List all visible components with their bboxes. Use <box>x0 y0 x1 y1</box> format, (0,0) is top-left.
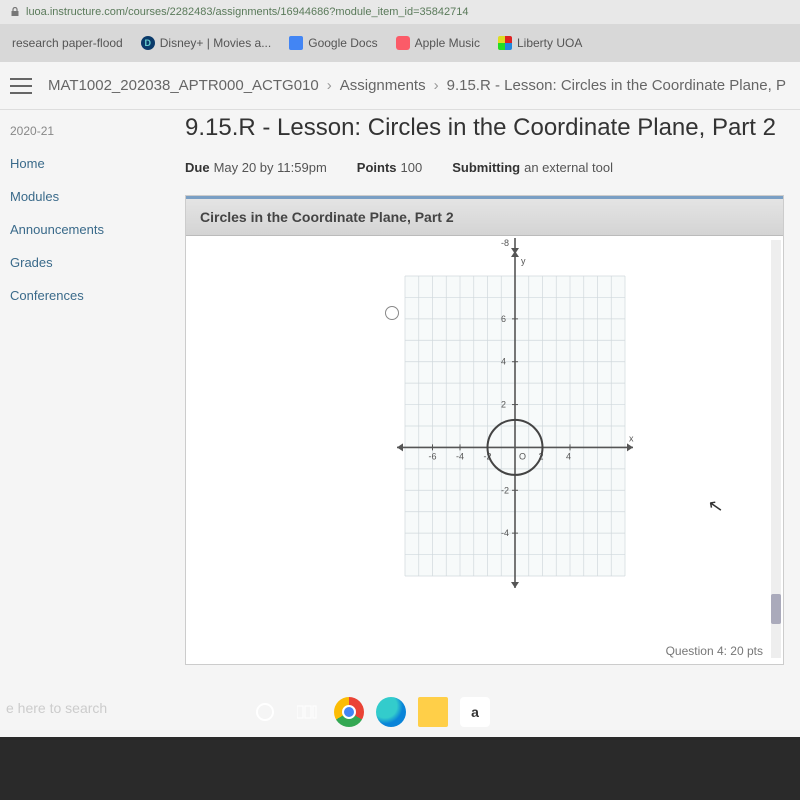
sidebar-item-conferences[interactable]: Conferences <box>10 288 135 303</box>
svg-text:2: 2 <box>501 400 506 410</box>
taskview-icon[interactable] <box>292 697 322 727</box>
chevron-right-icon: › <box>434 77 439 94</box>
lesson-header: Circles in the Coordinate Plane, Part 2 <box>186 196 783 236</box>
course-sidebar: 2020-21 Home Modules Announcements Grade… <box>0 110 145 737</box>
bookmark-liberty[interactable]: Liberty UOA <box>498 36 582 50</box>
page-content: MAT1002_202038_APTR000_ACTG010 › Assignm… <box>0 62 800 737</box>
svg-text:-4: -4 <box>456 451 464 461</box>
sidebar-item-home[interactable]: Home <box>10 156 135 171</box>
page-title: 9.15.R - Lesson: Circles in the Coordina… <box>185 114 800 142</box>
bc-course[interactable]: MAT1002_202038_APTR000_ACTG010 <box>48 77 319 94</box>
coordinate-graph: -8-6-4-224-4-2246Oxy <box>315 236 655 616</box>
cursor-icon: ↖ <box>706 495 725 518</box>
disney-icon: D <box>141 36 155 50</box>
bookmark-gdocs[interactable]: Google Docs <box>289 36 377 50</box>
edge-icon[interactable] <box>376 697 406 727</box>
term-label: 2020-21 <box>10 124 135 138</box>
submitting-block: Submittingan external tool <box>452 160 613 175</box>
bookmarks-bar: research paper-flood DDisney+ | Movies a… <box>0 24 800 62</box>
main-column: 9.15.R - Lesson: Circles in the Coordina… <box>145 110 800 737</box>
lesson-frame: Circles in the Coordinate Plane, Part 2 … <box>185 195 784 665</box>
taskbar: a <box>250 692 490 732</box>
assignment-meta: DueMay 20 by 11:59pm Points100 Submittin… <box>185 160 800 175</box>
sidebar-item-modules[interactable]: Modules <box>10 189 135 204</box>
applemusic-icon <box>396 36 410 50</box>
browser-chrome: luoa.instructure.com/courses/2282483/ass… <box>0 0 800 62</box>
bookmark-disney[interactable]: DDisney+ | Movies a... <box>141 36 272 50</box>
url-text: luoa.instructure.com/courses/2282483/ass… <box>26 6 468 18</box>
taskbar-search-hint[interactable]: e here to search <box>0 700 107 716</box>
points-block: Points100 <box>357 160 422 175</box>
bc-page: 9.15.R - Lesson: Circles in the Coordina… <box>447 77 786 94</box>
svg-text:-4: -4 <box>501 528 509 538</box>
url-bar[interactable]: luoa.instructure.com/courses/2282483/ass… <box>0 0 800 24</box>
svg-text:4: 4 <box>566 451 571 461</box>
hamburger-icon[interactable] <box>10 78 32 94</box>
file-explorer-icon[interactable] <box>418 697 448 727</box>
breadcrumb: MAT1002_202038_APTR000_ACTG010 › Assignm… <box>0 62 800 110</box>
sidebar-item-announcements[interactable]: Announcements <box>10 222 135 237</box>
svg-text:4: 4 <box>501 357 506 367</box>
bc-section[interactable]: Assignments <box>340 77 426 94</box>
svg-text:x: x <box>629 433 634 443</box>
gdocs-icon <box>289 36 303 50</box>
svg-text:-6: -6 <box>428 451 436 461</box>
chrome-icon[interactable] <box>334 697 364 727</box>
chevron-right-icon: › <box>327 77 332 94</box>
svg-text:O: O <box>519 451 526 461</box>
svg-text:y: y <box>521 256 526 266</box>
question-label: Question 4: 20 pts <box>666 644 763 658</box>
liberty-icon <box>498 36 512 50</box>
scrollbar-thumb[interactable] <box>771 594 781 624</box>
svg-text:-8: -8 <box>501 238 509 248</box>
bookmark-research[interactable]: research paper-flood <box>12 36 123 50</box>
graph-area: -8-6-4-224-4-2246Oxy <box>186 236 783 656</box>
sidebar-item-grades[interactable]: Grades <box>10 255 135 270</box>
due-block: DueMay 20 by 11:59pm <box>185 160 327 175</box>
lock-icon <box>10 7 20 17</box>
svg-text:-2: -2 <box>501 485 509 495</box>
cortana-icon[interactable] <box>250 697 280 727</box>
amazon-icon[interactable]: a <box>460 697 490 727</box>
grid-svg: -8-6-4-224-4-2246Oxy <box>315 236 655 616</box>
bookmark-applemusic[interactable]: Apple Music <box>396 36 480 50</box>
svg-text:6: 6 <box>501 314 506 324</box>
